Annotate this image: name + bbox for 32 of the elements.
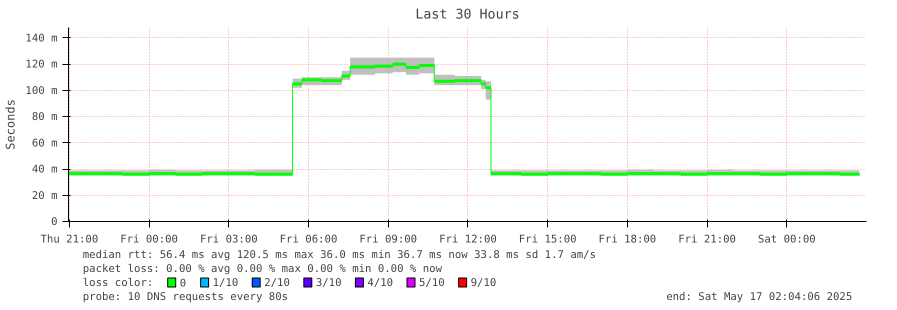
legend-label: 0: [180, 276, 186, 290]
legend-label: 2/10: [264, 276, 290, 289]
legend-title: loss color:: [82, 276, 154, 289]
text: median rtt: 56.4 ms avg 120.5 ms max 36.0 ms min 36.7 ms now 33.8 ms sd 1.7 am/s: [82, 248, 596, 261]
y-tick-label: 80 m: [32, 110, 58, 124]
x-tick-label: Fri 18:00: [598, 232, 656, 246]
y-tick-label: 120 m: [25, 58, 58, 71]
x-tick-label: Fri 21:00: [678, 232, 736, 246]
x-tick-label: Thu 21:00: [40, 232, 98, 246]
x-tick-label: Fri 09:00: [359, 232, 418, 246]
x-tick-label: Fri 12:00: [439, 232, 497, 246]
x-tick-label: Fri 15:00: [518, 232, 577, 246]
y-tick-label: 0: [51, 215, 58, 228]
legend-label: 9/10: [470, 276, 496, 289]
y-tick-label: 20 m: [32, 188, 58, 202]
text: packet loss: 0.00 % avg 0.00 % max 0.00 % min 0.00 % now: [82, 262, 443, 275]
legend-label: 3/10: [316, 276, 342, 289]
y-tick-label: 60 m: [32, 136, 58, 150]
legend-label: 1/10: [212, 276, 238, 289]
x-tick-label: Fri 03:00: [200, 232, 258, 246]
x-tick-label: Sat 00:00: [758, 232, 816, 246]
y-axis-title: Seconds: [3, 99, 18, 150]
text: probe: 10 DNS requests every 80s: [82, 290, 288, 303]
legend-label: 5/10: [419, 276, 445, 289]
legend-label: 4/10: [367, 276, 394, 289]
text: end: Sat May 17 02:04:06 2025: [666, 290, 852, 303]
x-tick-label: Fri 00:00: [120, 232, 178, 246]
y-tick-label: 100 m: [25, 84, 58, 97]
chart-title: Last 30 Hours: [415, 8, 520, 22]
y-tick-label: 40 m: [32, 162, 58, 176]
x-tick-label: Fri 06:00: [280, 232, 338, 246]
y-tick-label: 140 m: [25, 31, 58, 44]
